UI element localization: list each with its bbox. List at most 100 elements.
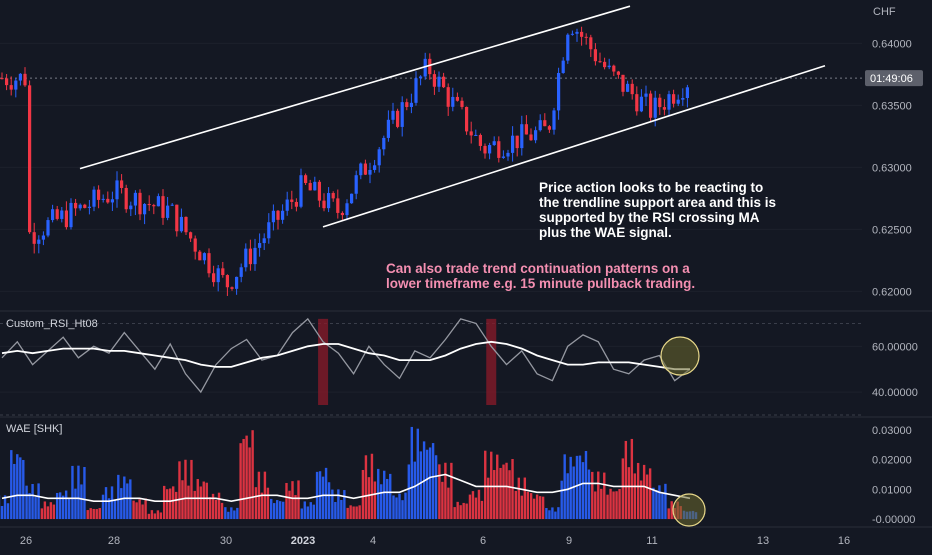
candle-down[interactable] <box>65 211 68 228</box>
candle-up[interactable] <box>129 206 132 210</box>
candle-up[interactable] <box>111 199 114 202</box>
candle-down[interactable] <box>364 164 367 175</box>
candle-down[interactable] <box>516 136 519 148</box>
candle-up[interactable] <box>143 204 146 214</box>
candle-down[interactable] <box>290 200 293 202</box>
candle-up[interactable] <box>488 145 491 153</box>
candle-down[interactable] <box>456 97 459 101</box>
candle-up[interactable] <box>244 249 247 268</box>
candle-up[interactable] <box>166 206 169 218</box>
candle-up[interactable] <box>410 103 413 107</box>
candle-down[interactable] <box>175 205 178 232</box>
candle-down[interactable] <box>649 94 652 118</box>
candle-up[interactable] <box>60 211 63 219</box>
candle-down[interactable] <box>598 61 601 62</box>
candle-down[interactable] <box>322 201 325 209</box>
candle-down[interactable] <box>585 37 588 38</box>
candle-up[interactable] <box>180 217 183 231</box>
candle-up[interactable] <box>552 110 555 129</box>
candle-down[interactable] <box>479 135 482 146</box>
candle-up[interactable] <box>378 149 381 165</box>
candle-down[interactable] <box>120 180 123 188</box>
candle-down[interactable] <box>5 78 8 85</box>
candle-down[interactable] <box>603 62 606 67</box>
candle-up[interactable] <box>562 61 565 73</box>
candle-up[interactable] <box>157 196 160 206</box>
candle-up[interactable] <box>92 190 95 207</box>
candle-up[interactable] <box>474 135 477 136</box>
candle-down[interactable] <box>525 124 528 134</box>
candle-down[interactable] <box>341 213 344 215</box>
candle-up[interactable] <box>313 182 316 191</box>
candle-down[interactable] <box>617 72 620 75</box>
candle-down[interactable] <box>97 190 100 200</box>
candle-down[interactable] <box>621 75 624 92</box>
candle-up[interactable] <box>46 220 49 235</box>
candle-down[interactable] <box>28 85 31 232</box>
candle-up[interactable] <box>414 78 417 103</box>
candle-up[interactable] <box>391 111 394 120</box>
candle-down[interactable] <box>433 74 436 87</box>
candle-down[interactable] <box>612 66 615 72</box>
candle-down[interactable] <box>226 275 229 287</box>
candle-down[interactable] <box>658 98 661 107</box>
candle-up[interactable] <box>373 165 376 170</box>
candle-up[interactable] <box>203 253 206 260</box>
candle-up[interactable] <box>511 136 514 153</box>
candle-up[interactable] <box>235 277 238 289</box>
candle-up[interactable] <box>437 77 440 87</box>
candle-down[interactable] <box>10 85 13 90</box>
candle-down[interactable] <box>161 196 164 218</box>
candle-up[interactable] <box>571 34 574 35</box>
candle-down[interactable] <box>207 253 210 273</box>
candle-down[interactable] <box>125 188 128 209</box>
candle-down[interactable] <box>74 203 77 208</box>
candle-down[interactable] <box>276 211 279 220</box>
candle-down[interactable] <box>23 74 26 86</box>
candle-up[interactable] <box>502 157 505 158</box>
candle-up[interactable] <box>272 211 275 222</box>
candle-down[interactable] <box>447 87 450 107</box>
candle-up[interactable] <box>534 130 537 140</box>
candle-down[interactable] <box>56 209 59 219</box>
candle-down[interactable] <box>548 126 551 130</box>
candle-down[interactable] <box>332 193 335 198</box>
candle-down[interactable] <box>198 252 201 261</box>
candle-up[interactable] <box>88 207 91 208</box>
candle-down[interactable] <box>465 107 468 131</box>
candle-down[interactable] <box>529 134 532 140</box>
candle-up[interactable] <box>263 238 266 243</box>
candle-up[interactable] <box>608 66 611 67</box>
candle-down[interactable] <box>442 77 445 87</box>
candle-down[interactable] <box>594 49 597 61</box>
candle-up[interactable] <box>557 73 560 110</box>
candle-down[interactable] <box>189 232 192 238</box>
candle-up[interactable] <box>51 209 54 220</box>
candle-up[interactable] <box>368 170 371 175</box>
candle-up[interactable] <box>350 194 353 204</box>
candle-up[interactable] <box>253 248 256 264</box>
candle-up[interactable] <box>575 32 578 34</box>
candle-up[interactable] <box>37 240 40 244</box>
candle-up[interactable] <box>102 199 105 200</box>
candle-up[interactable] <box>387 120 390 138</box>
candle-up[interactable] <box>451 97 454 107</box>
candle-up[interactable] <box>14 81 17 90</box>
candle-down[interactable] <box>33 232 36 244</box>
candle-up[interactable] <box>382 138 385 149</box>
candle-down[interactable] <box>83 205 86 208</box>
candle-down[interactable] <box>635 94 638 111</box>
rsi-panel-label[interactable]: Custom_RSI_Ht08 <box>6 318 98 330</box>
candle-up[interactable] <box>419 76 422 78</box>
candle-up[interactable] <box>79 205 82 209</box>
candle-up[interactable] <box>644 94 647 97</box>
candle-down[interactable] <box>405 102 408 107</box>
candle-down[interactable] <box>589 37 592 49</box>
candle-up[interactable] <box>686 87 689 98</box>
candle-up[interactable] <box>626 84 629 92</box>
candle-up[interactable] <box>677 100 680 104</box>
candle-down[interactable] <box>138 193 141 214</box>
candle-up[interactable] <box>69 203 72 227</box>
candle-down[interactable] <box>152 205 155 206</box>
candle-down[interactable] <box>543 120 546 126</box>
